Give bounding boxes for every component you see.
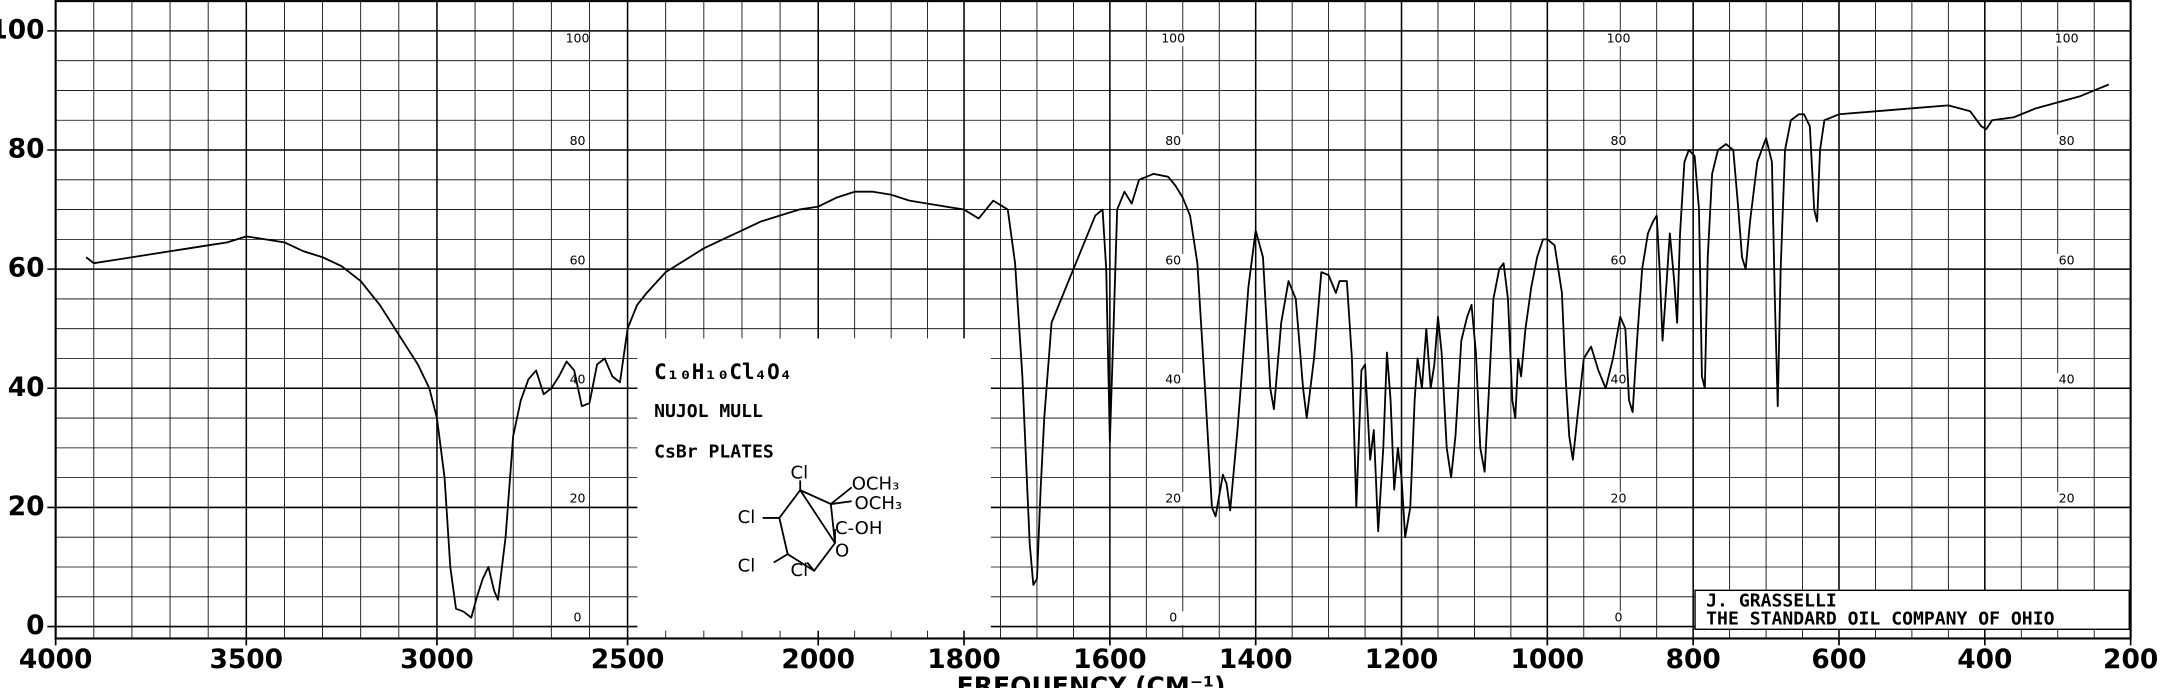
inner-scale-label: 20 [570, 491, 586, 506]
x-tick-label: 2500 [591, 644, 665, 675]
inner-scale-label: 0 [1169, 610, 1177, 625]
inner-scale-label: 60 [2059, 252, 2075, 267]
annotation-panel [637, 338, 991, 631]
x-tick-label: 1400 [1219, 644, 1293, 675]
grid: 4000 3500 3000 2500 2000 1800 1600 1400 1200 1000… [0, 0, 2158, 675]
structure-label: Cl [738, 556, 756, 577]
inner-scale-label: 60 [1611, 252, 1627, 267]
inner-scale-label: 40 [2059, 371, 2075, 386]
inner-label-bg [1607, 372, 1630, 387]
inner-scale-label: 20 [1611, 491, 1627, 506]
inner-label-bg [566, 32, 589, 47]
y-tick-label: 80 [8, 134, 45, 165]
inner-scale-label: 0 [1615, 610, 1623, 625]
inner-label-bg [1607, 611, 1630, 626]
formula: C₁₀H₁₀Cl₄O₄ [654, 360, 792, 384]
inner-scale-label: 80 [2059, 133, 2075, 148]
structure-label: OCH₃ [852, 474, 900, 495]
inner-label-bg [1162, 32, 1185, 47]
frame [54, 0, 2132, 640]
inner-scale-label: 20 [2059, 491, 2075, 506]
inner-label-bg [1162, 611, 1185, 626]
inner-label-bg [2055, 492, 2078, 507]
inner-label-bg [1607, 492, 1630, 507]
inner-scale-label: 40 [1611, 371, 1627, 386]
x-tick-label: 800 [1666, 644, 1721, 675]
inner-label-bg [1162, 253, 1185, 268]
x-tick-label: 1200 [1365, 644, 1439, 675]
structure [762, 480, 853, 573]
inner-label-bg [566, 372, 589, 387]
inner-scale-label: 60 [1165, 252, 1181, 267]
inner-label-bg [1162, 372, 1185, 387]
credit-company: THE STANDARD OIL COMPANY OF OHIO [1706, 609, 2054, 630]
inner-label-bg [566, 253, 589, 268]
inner-scale-label: 40 [570, 371, 586, 386]
inner-label-bg [1162, 492, 1185, 507]
inner-label-bg [1162, 134, 1185, 149]
structure-label: Cl [790, 462, 808, 483]
inner-scale-labels: 0000202020204040404060606060808080801001… [566, 31, 2079, 626]
credit-name: J. GRASSELLI [1706, 590, 1837, 611]
x-tick-label: 1600 [1073, 644, 1147, 675]
inner-label-bg [566, 134, 589, 149]
inner-scale-label: 100 [2055, 31, 2079, 46]
plates: CsBr PLATES [654, 442, 774, 463]
inner-label-bg [1607, 253, 1630, 268]
inner-scale-label: 100 [566, 31, 590, 46]
y-tick-label: 60 [8, 253, 45, 284]
structure-label: O [835, 540, 849, 561]
inner-scale-label: 100 [1607, 31, 1631, 46]
inner-label-bg [566, 492, 589, 507]
inner-scale-label: 80 [1165, 133, 1181, 148]
inner-label-bg [566, 611, 589, 626]
x-tick-label: 3000 [400, 644, 474, 675]
x-tick-label: 1800 [927, 644, 1001, 675]
x-tick-label: 3500 [210, 644, 284, 675]
spectrum-line [85, 83, 2110, 619]
y-tick-label: 40 [8, 372, 45, 403]
inner-scale-label: 40 [1165, 371, 1181, 386]
structure-label: Cl [738, 507, 756, 528]
structure-label: OCH₃ [854, 493, 902, 514]
mull: NUJOL MULL [654, 401, 763, 422]
inner-label-bg [2055, 253, 2078, 268]
x-axis-title: FREQUENCY (CM⁻¹) [957, 672, 1226, 688]
inner-label-bg [1607, 32, 1630, 47]
structure-label: Cl [790, 560, 808, 581]
inner-label-bg [1607, 134, 1630, 149]
inner-label-bg [2055, 372, 2078, 387]
y-tick-label: 20 [8, 491, 45, 522]
y-tick-label: 0 [26, 610, 44, 641]
plot [85, 83, 2110, 619]
inner-scale-label: 20 [1165, 491, 1181, 506]
x-tick-label: 600 [1811, 644, 1866, 675]
x-tick-label: 400 [1957, 644, 2012, 675]
inner-label-bg [2055, 134, 2078, 149]
inner-scale-label: 0 [574, 610, 582, 625]
x-tick-label: 1000 [1511, 644, 1585, 675]
inner-scale-label: 80 [570, 133, 586, 148]
inner-scale-label: 100 [1161, 31, 1185, 46]
structure-label: C-OH [835, 518, 882, 539]
inner-scale-label: 60 [570, 252, 586, 267]
x-tick-label: 200 [2103, 644, 2158, 675]
y-tick-label: 100 [0, 14, 45, 45]
x-tick-label: 4000 [19, 644, 93, 675]
x-tick-label: 2000 [781, 644, 855, 675]
inner-label-bg [2055, 32, 2078, 47]
inner-scale-label: 80 [1611, 133, 1627, 148]
bonds [762, 480, 853, 572]
credit-box [1694, 589, 2130, 630]
